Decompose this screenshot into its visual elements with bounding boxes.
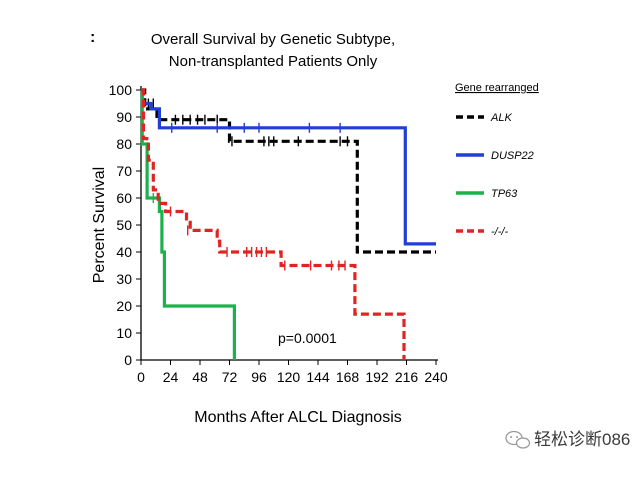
legend: Gene rearranged ALK DUSP22 TP63 -/-/- bbox=[455, 82, 539, 238]
x-tick-label: 216 bbox=[395, 369, 419, 385]
legend-title: Gene rearranged bbox=[455, 82, 539, 94]
series-group bbox=[140, 88, 436, 360]
plot-area: 0 24 48 72 96 120 144 168 192 216 240 0 10 20 30 40 50 60… bbox=[109, 82, 448, 385]
legend-items: ALK DUSP22 TP63 -/-/- bbox=[456, 112, 534, 238]
y-tick-label: 10 bbox=[116, 325, 132, 341]
x-tick-label: 0 bbox=[137, 369, 145, 385]
chart-title-line-1: Overall Survival by Genetic Subtype, bbox=[151, 31, 395, 48]
y-tick-label: 80 bbox=[116, 136, 132, 152]
x-tick-label: 192 bbox=[365, 369, 389, 385]
legend-label: DUSP22 bbox=[491, 150, 534, 162]
series-negative bbox=[141, 88, 406, 360]
y-axis-label: Percent Survival bbox=[91, 167, 108, 284]
series-alk bbox=[141, 88, 436, 254]
x-tick-label: 240 bbox=[424, 369, 448, 385]
watermark: 轻松诊断086 bbox=[505, 430, 630, 449]
series-line-tp63 bbox=[140, 88, 236, 360]
y-tick-label: 70 bbox=[116, 163, 132, 179]
x-tick-label: 72 bbox=[222, 369, 238, 385]
panel-label: : bbox=[90, 29, 95, 46]
watermark-text: 轻松诊断086 bbox=[534, 430, 630, 449]
legend-label: TP63 bbox=[491, 188, 518, 200]
series-tp63 bbox=[140, 88, 236, 360]
series-line-negative bbox=[141, 88, 406, 360]
y-tick-label: 40 bbox=[116, 244, 132, 260]
legend-item-negative: -/-/- bbox=[456, 226, 508, 238]
x-tick-label: 96 bbox=[251, 369, 267, 385]
series-line-dusp22 bbox=[140, 88, 436, 246]
legend-item-alk: ALK bbox=[456, 112, 512, 124]
y-tick-label: 30 bbox=[116, 271, 132, 287]
x-tick-label: 168 bbox=[336, 369, 360, 385]
y-tick-label: 50 bbox=[116, 217, 132, 233]
series-dusp22 bbox=[140, 88, 436, 246]
series-line-alk bbox=[141, 88, 436, 254]
x-tick-label: 48 bbox=[192, 369, 208, 385]
y-tick-label: 60 bbox=[116, 190, 132, 206]
p-value-annotation: p=0.0001 bbox=[278, 330, 337, 346]
legend-label: -/-/- bbox=[491, 226, 508, 238]
y-tick-label: 90 bbox=[116, 109, 132, 125]
wechat-logo-icon bbox=[505, 430, 531, 449]
legend-item-dusp22: DUSP22 bbox=[456, 150, 534, 162]
axes: 0 24 48 72 96 120 144 168 192 216 240 0 10 20 30 40 50 60… bbox=[109, 82, 448, 385]
x-tick-label: 120 bbox=[277, 369, 301, 385]
y-tick-label: 100 bbox=[109, 82, 133, 98]
x-tick-label: 24 bbox=[163, 369, 179, 385]
x-axis-label: Months After ALCL Diagnosis bbox=[194, 409, 402, 426]
legend-label: ALK bbox=[490, 112, 512, 124]
chart-title-line-2: Non-transplanted Patients Only bbox=[169, 53, 378, 70]
y-tick-label: 0 bbox=[124, 352, 132, 368]
x-tick-label: 144 bbox=[306, 369, 330, 385]
legend-item-tp63: TP63 bbox=[456, 188, 518, 200]
y-tick-label: 20 bbox=[116, 298, 132, 314]
